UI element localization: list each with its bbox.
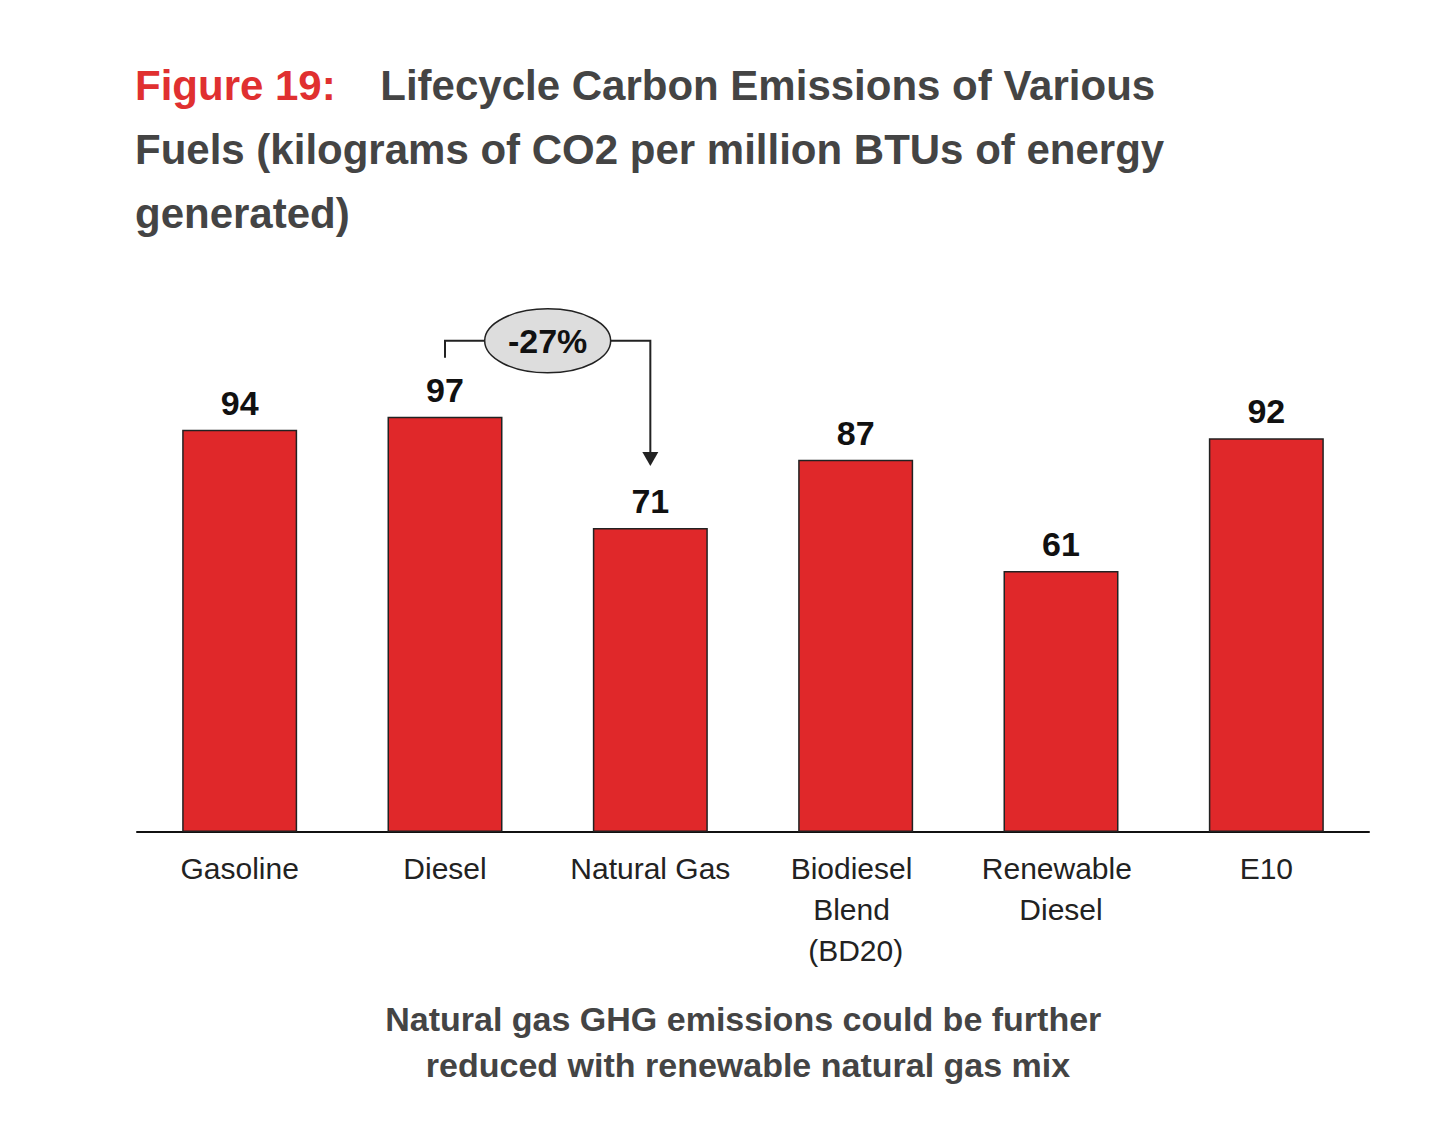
svg-text:61: 61 (1042, 525, 1080, 563)
svg-text:-27%: -27% (508, 322, 587, 360)
svg-text:Lifecycle Carbon Emissions of: Lifecycle Carbon Emissions of Various (369, 62, 1167, 109)
svg-text:Biodiesel: Biodiesel (791, 852, 921, 885)
svg-text:97: 97 (426, 371, 464, 409)
svg-text:Figure 19:: Figure 19: (135, 62, 336, 109)
svg-text:Diesel: Diesel (403, 852, 486, 885)
svg-text:71: 71 (631, 482, 669, 520)
svg-text:Fuels (kilograms of CO2 per mi: Fuels (kilograms of CO2 per million BTUs… (135, 126, 1176, 173)
svg-text:Renewable: Renewable (982, 852, 1140, 885)
svg-text:generated): generated) (135, 190, 350, 237)
svg-text:92: 92 (1247, 392, 1285, 430)
svg-text:reduced with renewable natural: reduced with renewable natural gas mix (426, 1046, 1070, 1084)
svg-text:94: 94 (221, 384, 259, 422)
svg-text:Natural gas GHG emissions coul: Natural gas GHG emissions could be furth… (385, 1000, 1111, 1038)
svg-text:E10: E10 (1240, 852, 1293, 885)
svg-text:87: 87 (837, 414, 875, 452)
svg-text:Blend: Blend (813, 893, 898, 926)
svg-text:Natural Gas: Natural Gas (570, 852, 730, 885)
svg-text:Gasoline: Gasoline (180, 852, 298, 885)
svg-text:Diesel: Diesel (1019, 893, 1102, 926)
svg-text:(BD20): (BD20) (808, 934, 903, 967)
